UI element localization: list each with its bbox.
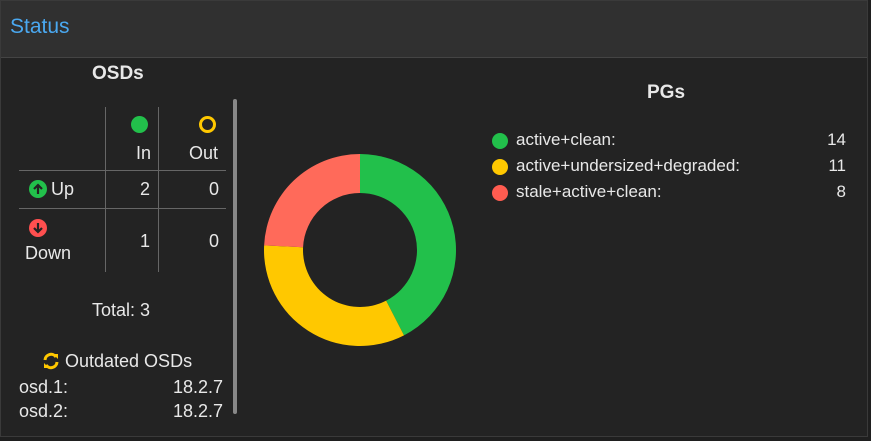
row-down-label: Down: [25, 243, 72, 263]
down-in: 1: [140, 231, 151, 251]
outdated-name: osd.1:: [19, 377, 69, 397]
up-in: 2: [140, 179, 151, 199]
refresh-icon: [43, 352, 59, 370]
outdated-name: osd.2:: [19, 401, 69, 421]
osds-title: OSDs: [92, 63, 144, 84]
panel-title: Status: [1, 1, 867, 58]
col-out: Out: [189, 143, 219, 163]
pgs-title: PGs: [647, 82, 686, 103]
divider: [19, 208, 226, 209]
legend-label: active+undersized+degraded:: [516, 156, 740, 175]
donut-slice-active-clean[interactable]: [360, 154, 456, 336]
legend-label: stale+active+clean:: [516, 182, 662, 201]
col-in: In: [136, 143, 152, 163]
legend-item: stale+active+clean: 8: [492, 182, 846, 204]
legend-value: 11: [828, 156, 846, 175]
row-up-label: Up: [51, 179, 75, 199]
legend-value: 8: [836, 182, 846, 201]
legend-value: 14: [827, 130, 846, 149]
legend-label: active+clean:: [516, 130, 616, 149]
donut-slice-stale-active-clean[interactable]: [264, 154, 360, 248]
divider: [105, 107, 106, 272]
pg-donut-chart: [264, 154, 456, 346]
divider: [19, 170, 226, 171]
legend-dot: [492, 185, 508, 201]
arrow-down-circle-icon: [29, 219, 47, 237]
legend-dot: [492, 159, 508, 175]
osds-total: Total: 3: [92, 300, 151, 320]
outdated-version: 18.2.7: [173, 377, 224, 397]
outdated-version: 18.2.7: [173, 401, 224, 421]
arrow-up-circle-icon: [29, 180, 47, 198]
donut-slice-active-undersized-degraded[interactable]: [264, 245, 404, 346]
divider: [158, 107, 159, 272]
scrollbar[interactable]: [233, 99, 237, 414]
outdated-title: Outdated OSDs: [65, 351, 193, 371]
legend-item: active+undersized+degraded: 11: [492, 156, 846, 178]
out-icon: [199, 116, 216, 133]
up-out: 0: [209, 179, 220, 199]
legend-item: active+clean: 14: [492, 130, 846, 152]
down-out: 0: [209, 231, 220, 251]
in-icon: [131, 116, 148, 133]
legend-dot: [492, 133, 508, 149]
